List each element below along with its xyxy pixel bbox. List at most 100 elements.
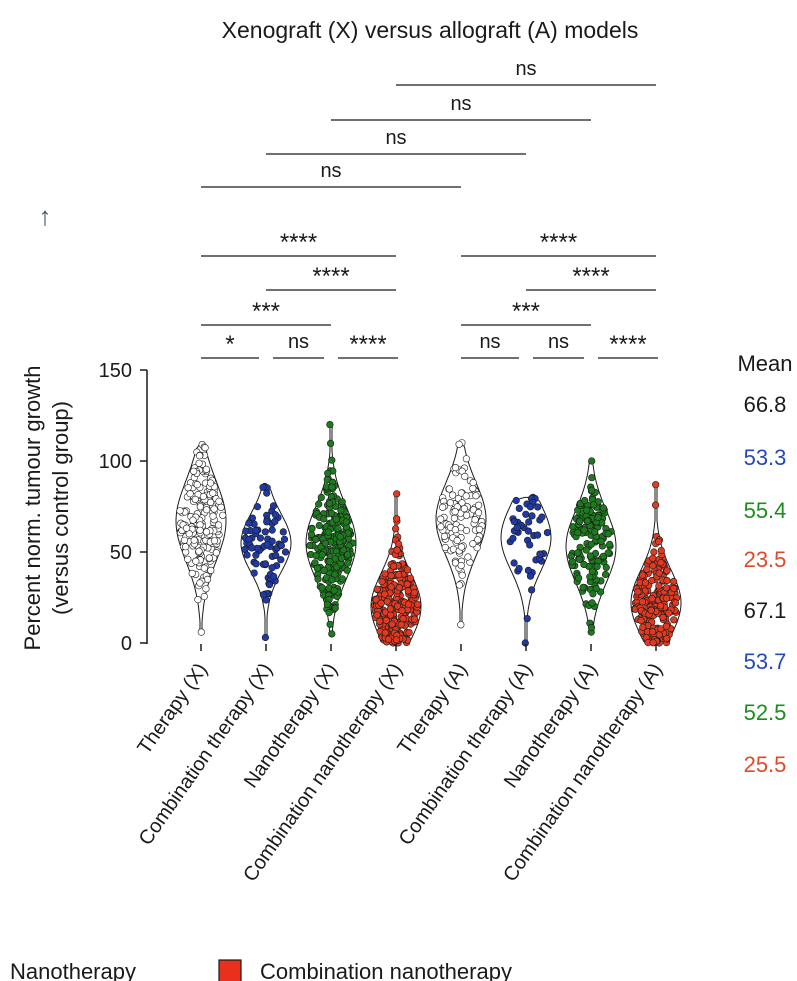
significance-label: ns bbox=[320, 160, 341, 182]
data-point bbox=[464, 553, 472, 561]
data-point bbox=[580, 560, 588, 569]
data-point bbox=[663, 567, 671, 575]
data-point bbox=[392, 525, 400, 533]
data-point bbox=[462, 492, 470, 500]
data-point bbox=[463, 511, 471, 519]
data-point bbox=[215, 521, 223, 529]
y-tick-label: 50 bbox=[110, 542, 132, 564]
mean-value: 55.4 bbox=[744, 498, 787, 523]
data-point bbox=[180, 536, 189, 544]
data-point bbox=[455, 440, 463, 448]
data-point bbox=[344, 559, 352, 567]
data-point bbox=[338, 575, 346, 583]
significance-label: ns bbox=[385, 127, 406, 149]
data-point bbox=[195, 459, 203, 467]
data-point bbox=[528, 512, 536, 520]
data-point bbox=[405, 628, 413, 637]
data-point bbox=[271, 511, 280, 519]
data-point bbox=[209, 512, 217, 520]
data-point bbox=[395, 540, 403, 548]
data-point bbox=[308, 524, 316, 533]
data-point bbox=[469, 479, 477, 487]
data-point bbox=[604, 549, 612, 557]
data-point bbox=[648, 595, 656, 603]
violin-points-0 bbox=[176, 441, 227, 636]
data-point bbox=[393, 515, 401, 523]
data-point bbox=[460, 505, 469, 513]
data-point bbox=[263, 518, 271, 526]
data-point bbox=[581, 497, 589, 505]
data-point bbox=[637, 616, 645, 625]
significance-label: ns bbox=[479, 331, 500, 353]
y-tick-label: 0 bbox=[121, 633, 132, 655]
data-point bbox=[655, 631, 663, 639]
data-point bbox=[395, 571, 403, 579]
data-point bbox=[252, 560, 260, 568]
data-point bbox=[512, 496, 520, 505]
data-point bbox=[522, 510, 530, 518]
data-point bbox=[328, 630, 336, 638]
data-point bbox=[534, 503, 542, 511]
data-point bbox=[439, 503, 447, 511]
data-point bbox=[332, 515, 340, 523]
x-axis-labels: Therapy (X)Combination therapy (X)Nanoth… bbox=[134, 644, 667, 886]
data-point bbox=[203, 506, 211, 514]
data-point bbox=[458, 543, 466, 551]
data-point bbox=[662, 594, 671, 602]
data-point bbox=[604, 530, 612, 538]
data-point bbox=[261, 560, 270, 568]
data-point bbox=[451, 508, 459, 516]
significance-label: **** bbox=[349, 331, 386, 358]
data-point bbox=[587, 540, 596, 548]
data-point bbox=[643, 565, 651, 573]
data-point bbox=[395, 584, 404, 592]
violin-points-5 bbox=[506, 493, 552, 647]
data-point bbox=[263, 540, 271, 549]
significance-label: ns bbox=[450, 93, 471, 115]
data-point bbox=[336, 533, 344, 541]
data-point bbox=[313, 564, 322, 573]
data-point bbox=[406, 574, 415, 582]
data-point bbox=[440, 532, 449, 541]
data-point bbox=[403, 580, 411, 588]
data-point bbox=[243, 551, 251, 559]
data-point bbox=[462, 455, 471, 463]
data-point bbox=[190, 467, 198, 475]
data-point bbox=[196, 526, 204, 534]
data-point bbox=[592, 584, 600, 593]
data-point bbox=[387, 571, 395, 580]
data-point bbox=[280, 535, 289, 543]
data-point bbox=[202, 465, 210, 474]
data-point bbox=[394, 602, 402, 610]
data-point bbox=[579, 583, 587, 592]
data-point bbox=[386, 605, 395, 613]
data-point bbox=[279, 528, 287, 536]
data-point bbox=[589, 501, 598, 509]
data-point bbox=[312, 551, 320, 560]
data-point bbox=[377, 599, 385, 607]
data-point bbox=[317, 493, 325, 502]
data-point bbox=[328, 456, 336, 464]
data-point bbox=[373, 611, 381, 619]
data-point bbox=[451, 464, 460, 472]
data-point bbox=[315, 500, 323, 508]
data-point bbox=[306, 541, 314, 550]
data-point bbox=[209, 489, 217, 497]
data-point bbox=[441, 543, 449, 552]
data-point bbox=[398, 606, 406, 615]
data-point bbox=[513, 523, 521, 532]
data-point bbox=[509, 534, 517, 543]
violin-points-4 bbox=[437, 439, 486, 629]
data-point bbox=[510, 517, 518, 526]
legend-item: Nanotherapy bbox=[10, 959, 136, 981]
data-point bbox=[462, 526, 471, 535]
data-point bbox=[215, 497, 223, 505]
significance-label: **** bbox=[540, 229, 577, 256]
data-point bbox=[250, 569, 258, 577]
data-point bbox=[393, 546, 401, 554]
data-point bbox=[245, 519, 253, 527]
data-point bbox=[327, 439, 335, 448]
data-point bbox=[523, 614, 531, 623]
data-point bbox=[405, 600, 413, 608]
data-point bbox=[404, 587, 412, 595]
